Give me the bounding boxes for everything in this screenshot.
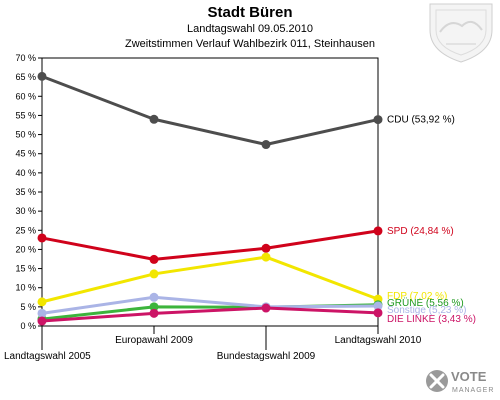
votemanager-logo: VOTE MANAGER <box>426 369 494 394</box>
data-point <box>149 302 159 312</box>
data-point <box>149 308 159 318</box>
data-point <box>37 297 47 307</box>
x-tick-label: Landtagswahl 2010 <box>335 335 422 346</box>
plot-area <box>41 57 379 327</box>
y-tick-label: 0 % <box>20 321 36 331</box>
data-point <box>37 316 47 326</box>
y-tick-label: 25 % <box>15 225 36 235</box>
data-point <box>149 269 159 279</box>
series-label: Sonstige (5,23 %) <box>387 305 467 316</box>
y-axis: 0 % 5 % 10 % 15 % 20 % 25 % 30 % 35 % 40 % 45 % 50… <box>15 53 42 331</box>
chart-subtitle-district: Zweitstimmen Verlauf Wahlbezirk 011, Ste… <box>125 38 375 50</box>
brand-vote: VOTE <box>451 369 487 384</box>
y-tick-label: 60 % <box>15 91 36 101</box>
chart-title: Stadt Büren <box>207 4 292 21</box>
data-point <box>261 140 271 150</box>
data-point <box>373 308 383 318</box>
x-axis: Landtagswahl 2005 Europawahl 2009 Bundesta… <box>4 326 422 362</box>
series-label: CDU (53,92 %) <box>387 115 455 126</box>
y-tick-label: 70 % <box>15 53 36 63</box>
brand-manager: MANAGER <box>452 387 494 394</box>
data-point <box>149 254 159 264</box>
y-tick-label: 10 % <box>15 283 36 293</box>
data-point <box>373 115 383 125</box>
series-labels: CDU (53,92 %) SPD (24,84 %) FDP (7,02 %)GR… <box>387 115 476 326</box>
data-point <box>149 114 159 124</box>
series-label: DIE LINKE (3,43 %) <box>387 314 476 325</box>
coat-of-arms-icon <box>429 3 493 63</box>
series-line-spd <box>41 229 379 261</box>
data-point <box>373 226 383 236</box>
y-tick-label: 20 % <box>15 244 36 254</box>
y-tick-label: 15 % <box>15 264 36 274</box>
data-point <box>37 233 47 243</box>
y-tick-label: 55 % <box>15 110 36 120</box>
series-line-fdp <box>41 255 379 304</box>
y-tick-label: 40 % <box>15 168 36 178</box>
y-tick-label: 50 % <box>15 130 36 140</box>
series-line-die-linke <box>41 306 379 323</box>
series-line-sonstige <box>41 295 379 315</box>
data-point <box>261 243 271 253</box>
series-label: SPD (24,84 %) <box>387 226 454 237</box>
series-line-cdu <box>41 74 379 147</box>
series-label: GRÜNE (5,56 %) <box>387 297 464 309</box>
data-point <box>37 308 47 318</box>
data-point <box>149 292 159 302</box>
y-tick-label: 45 % <box>15 149 36 159</box>
x-tick-label: Europawahl 2009 <box>115 335 193 346</box>
series-group <box>37 71 383 326</box>
data-point <box>261 303 271 313</box>
y-tick-label: 5 % <box>20 302 36 312</box>
x-tick-label: Bundestagswahl 2009 <box>217 351 316 362</box>
series-label: FDP (7,02 %) <box>387 291 447 302</box>
y-tick-label: 35 % <box>15 187 36 197</box>
data-point <box>37 71 47 81</box>
x-tick-label: Landtagswahl 2005 <box>4 351 91 362</box>
data-point <box>373 301 383 311</box>
y-tick-label: 30 % <box>15 206 36 216</box>
y-tick-label: 65 % <box>15 72 36 82</box>
data-point <box>261 252 271 262</box>
chart-subtitle-date: Landtagswahl 09.05.2010 <box>187 23 313 35</box>
